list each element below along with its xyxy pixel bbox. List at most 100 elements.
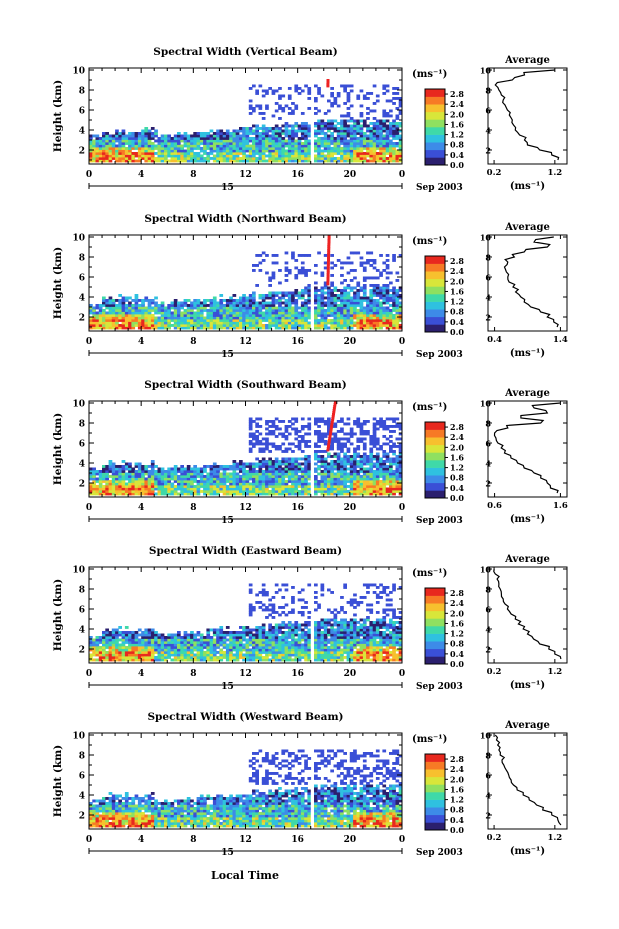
- heatmap-cell: [261, 299, 266, 302]
- heatmap-cell: [141, 492, 145, 496]
- heatmap-cell: [284, 134, 289, 138]
- heatmap-cell: [173, 319, 178, 322]
- average-x-tick-label: 0.2: [487, 168, 502, 178]
- heatmap-cell: [287, 477, 292, 481]
- heatmap-cell: [111, 490, 116, 493]
- heatmap-cell: [297, 326, 302, 330]
- heatmap-cell: [392, 294, 396, 297]
- heatmap-cell: [111, 309, 116, 312]
- heatmap-cell: [382, 289, 387, 292]
- heatmap-cell: [349, 306, 354, 310]
- heatmap-cell: [131, 139, 136, 143]
- colorbar-tick-label: 2.4: [450, 432, 464, 442]
- heatmap-cell: [245, 301, 250, 305]
- heatmap-cell: [349, 269, 354, 272]
- heatmap-cell: [131, 157, 136, 160]
- heatmap-cell: [150, 299, 155, 302]
- heatmap-cell: [196, 482, 201, 486]
- heatmap-cell: [359, 261, 364, 265]
- heatmap-cell: [232, 129, 237, 133]
- heatmap-cell: [225, 477, 230, 481]
- heatmap-cell: [193, 137, 197, 140]
- heatmap-cell: [349, 314, 354, 317]
- heatmap-cell: [255, 147, 259, 150]
- heatmap-cell: [239, 311, 243, 315]
- heatmap-cell: [121, 465, 126, 468]
- heatmap-cell: [261, 251, 266, 255]
- heatmap-cell: [102, 139, 106, 143]
- heatmap-cell: [297, 271, 302, 275]
- heatmap-cell: [118, 154, 122, 158]
- heatmap-cell: [395, 117, 400, 120]
- heatmap-cell: [199, 139, 204, 143]
- heatmap-cell: [222, 480, 227, 483]
- heatmap-cell: [134, 154, 139, 158]
- heatmap-cell: [245, 309, 250, 312]
- heatmap-cell: [382, 134, 387, 138]
- heatmap-cell: [180, 326, 184, 330]
- heatmap-cell: [379, 139, 383, 143]
- heatmap-cell: [124, 482, 129, 486]
- heatmap-cell: [167, 311, 171, 315]
- heatmap-cell: [150, 142, 155, 145]
- heatmap-cell: [144, 648, 149, 652]
- heatmap-cell: [389, 457, 393, 461]
- heatmap-cell: [382, 427, 387, 431]
- heatmap-cell: [154, 129, 158, 133]
- heatmap-cell: [203, 304, 207, 307]
- heatmap-cell: [137, 480, 142, 483]
- heatmap-cell: [164, 475, 168, 478]
- heatmap-cell: [268, 134, 272, 138]
- heatmap-cell: [330, 480, 334, 483]
- heatmap-cell: [300, 266, 305, 270]
- heatmap-cell: [154, 157, 158, 160]
- heatmap-cell: [300, 147, 305, 150]
- heatmap-cell: [108, 631, 113, 634]
- heatmap-cell: [284, 326, 289, 330]
- heatmap-cell: [173, 137, 178, 140]
- heatmap-cell: [128, 306, 132, 310]
- heatmap-cell: [389, 425, 393, 428]
- heatmap-cell: [268, 291, 272, 295]
- heatmap-cell: [379, 470, 383, 473]
- heatmap-cell: [287, 129, 292, 133]
- x-tick-label: 20: [344, 337, 357, 347]
- heatmap-cell: [186, 137, 191, 140]
- heatmap-cell: [398, 152, 403, 155]
- heatmap-cell: [281, 157, 286, 160]
- heatmap-cell: [261, 159, 266, 163]
- heatmap-cell: [300, 425, 305, 428]
- heatmap-cell: [115, 643, 119, 647]
- heatmap-cell: [160, 314, 165, 317]
- heatmap-cell: [134, 142, 139, 145]
- heatmap-cell: [173, 475, 178, 478]
- heatmap-cell: [398, 445, 403, 448]
- heatmap-cell: [147, 324, 152, 327]
- heatmap-cell: [320, 289, 325, 292]
- heatmap-cell: [398, 309, 403, 312]
- heatmap-cell: [392, 470, 396, 473]
- heatmap-cell: [320, 304, 325, 307]
- heatmap-cell: [177, 157, 181, 160]
- heatmap-cell: [137, 477, 142, 481]
- heatmap-cell: [242, 299, 246, 302]
- heatmap-cell: [255, 485, 259, 488]
- heatmap-cell: [141, 656, 145, 659]
- heatmap-cell: [320, 492, 325, 496]
- heatmap-cell: [300, 477, 305, 481]
- heatmap-cell: [252, 487, 256, 491]
- heatmap-cell: [209, 301, 214, 305]
- heatmap-cell: [362, 467, 367, 471]
- heatmap-cell: [203, 319, 207, 322]
- heatmap-cell: [323, 432, 328, 436]
- heatmap-cell: [173, 477, 178, 481]
- heatmap-cell: [261, 462, 266, 466]
- heatmap-cell: [177, 144, 181, 148]
- heatmap-cell: [261, 301, 266, 305]
- heatmap-cell: [248, 467, 253, 471]
- heatmap-cell: [131, 475, 136, 478]
- heatmap-cell: [366, 299, 370, 302]
- heatmap-cell: [307, 87, 312, 90]
- heatmap-cell: [196, 316, 201, 320]
- heatmap-cell: [242, 470, 246, 473]
